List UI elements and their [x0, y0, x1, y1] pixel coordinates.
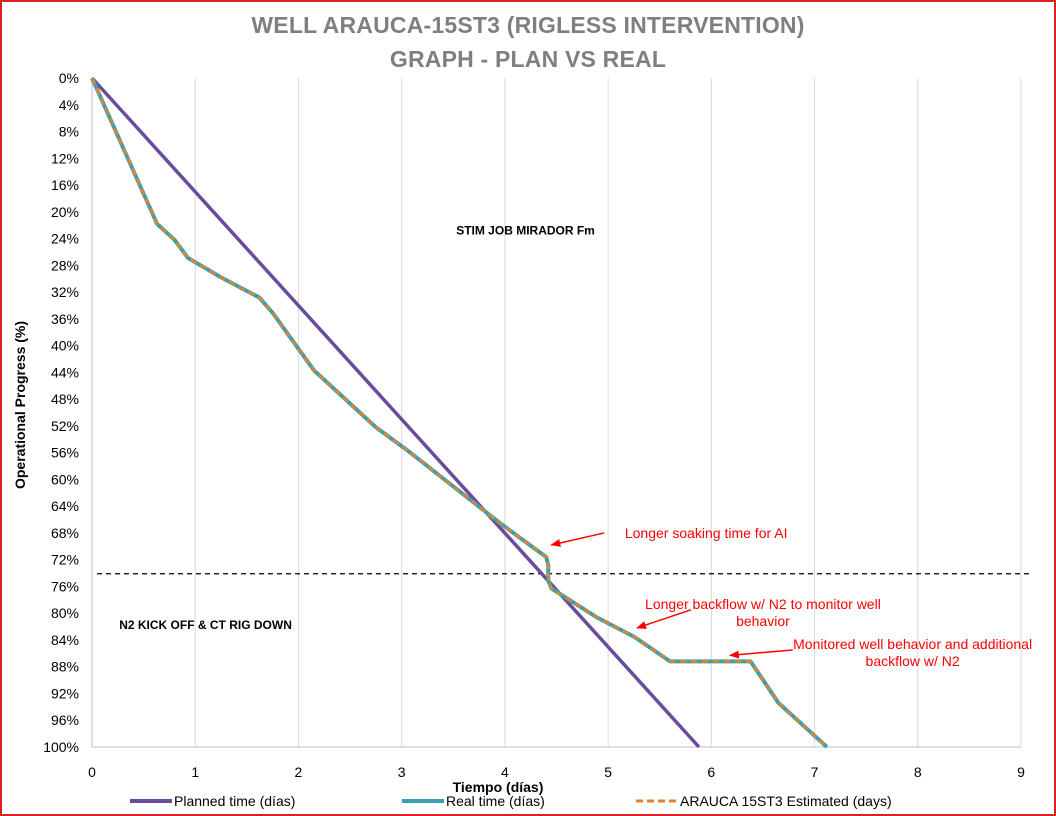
annotation-soak: Longer soaking time for AI	[625, 525, 788, 541]
y-tick-label: 36%	[51, 311, 79, 327]
x-tick-label: 0	[88, 764, 96, 780]
y-tick-label: 88%	[51, 659, 79, 675]
y-tick-label: 52%	[51, 418, 79, 434]
x-tick-labels: 0 1 2 3 4 5 6 7 8 9	[88, 764, 1025, 780]
y-tick-label: 72%	[51, 552, 79, 568]
x-tick-label: 6	[707, 764, 715, 780]
axes	[91, 78, 1021, 748]
y-tick-label: 92%	[51, 685, 79, 701]
annotation-backflow2-line2: backflow w/ N2	[866, 653, 960, 669]
y-tick-label: 84%	[51, 632, 79, 648]
y-tick-label: 0%	[59, 70, 79, 86]
y-tick-label: 64%	[51, 498, 79, 514]
annotation-backflow1-line2: behavior	[736, 613, 790, 629]
y-tick-label: 40%	[51, 338, 79, 354]
annotations: STIM JOB MIRADOR Fm N2 KICK OFF & CT RIG …	[119, 224, 1032, 669]
x-tick-label: 1	[191, 764, 199, 780]
series-lines	[90, 76, 829, 749]
y-tick-label: 44%	[51, 364, 79, 380]
annotation-backflow2-line1: Monitored well behavior and additional	[793, 636, 1032, 652]
legend-label: Real time (días)	[446, 793, 545, 809]
series-real-line	[90, 77, 829, 749]
y-tick-label: 48%	[51, 391, 79, 407]
annotation-stim: STIM JOB MIRADOR Fm	[456, 224, 595, 238]
y-tick-label: 56%	[51, 445, 79, 461]
x-tick-label: 5	[604, 764, 612, 780]
annotation-arrow-backflow1	[636, 609, 692, 629]
x-axis-title: Tiempo (días)	[453, 779, 544, 795]
y-tick-label: 24%	[51, 231, 79, 247]
y-tick-label: 4%	[59, 97, 79, 113]
y-tick-label: 60%	[51, 471, 79, 487]
y-axis-title: Operational Progress (%)	[12, 321, 28, 489]
chart-subtitle: GRAPH - PLAN VS REAL	[389, 46, 667, 72]
y-tick-label: 16%	[51, 177, 79, 193]
x-tick-label: 8	[914, 764, 922, 780]
y-tick-label: 96%	[51, 712, 79, 728]
annotation-arrow-soak	[550, 532, 605, 547]
x-tick-label: 2	[295, 764, 303, 780]
y-tick-labels: 0% 4% 8% 12% 16% 20% 24% 28% 32% 36% 40% 44% 48% 52% 5…	[43, 70, 79, 755]
annotation-arrow-backflow2	[728, 649, 793, 659]
y-tick-label: 32%	[51, 284, 79, 300]
legend-label: ARAUCA 15ST3 Estimated (days)	[680, 793, 892, 809]
series-planned-line	[90, 76, 701, 749]
x-tick-label: 7	[811, 764, 819, 780]
x-tick-label: 3	[398, 764, 406, 780]
y-tick-label: 12%	[51, 150, 79, 166]
chart-title: WELL ARAUCA-15ST3 (RIGLESS INTERVENTION)	[251, 12, 805, 38]
legend-label: Planned time (días)	[174, 793, 295, 809]
y-tick-label: 20%	[51, 204, 79, 220]
annotation-backflow1-line1: Longer backflow w/ N2 to monitor well	[645, 596, 881, 612]
legend: Planned time (días) Real time (días) ARAUC…	[130, 793, 892, 809]
y-tick-label: 68%	[51, 525, 79, 541]
y-tick-label: 80%	[51, 605, 79, 621]
y-tick-label: 100%	[43, 739, 79, 755]
x-tick-label: 4	[501, 764, 509, 780]
grid-lines	[194, 78, 1022, 747]
x-tick-label: 9	[1017, 764, 1025, 780]
y-tick-label: 8%	[59, 124, 79, 140]
series-estimated-line	[90, 77, 828, 748]
annotation-n2: N2 KICK OFF & CT RIG DOWN	[119, 618, 292, 632]
y-tick-label: 76%	[51, 578, 79, 594]
y-tick-label: 28%	[51, 257, 79, 273]
